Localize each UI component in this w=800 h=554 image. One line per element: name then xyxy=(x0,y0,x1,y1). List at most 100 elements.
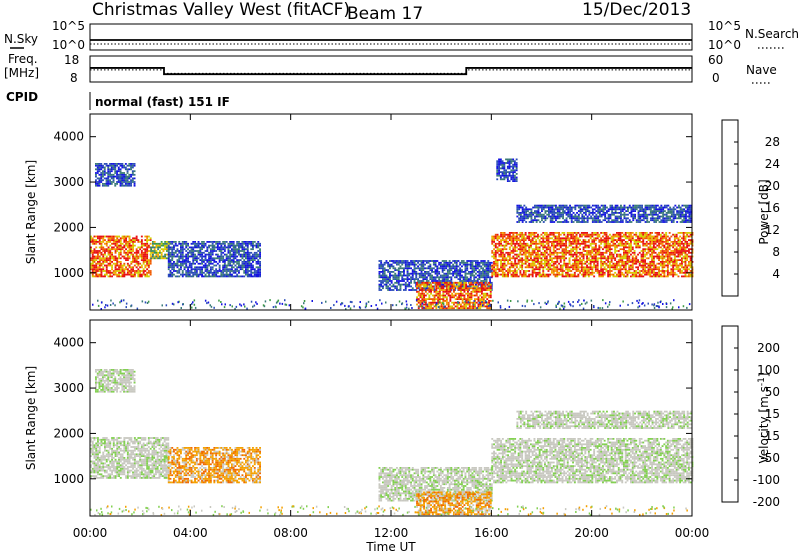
echo-cell xyxy=(255,271,258,274)
echo-cell xyxy=(591,266,594,269)
echo-cell xyxy=(239,275,242,278)
echo-cell xyxy=(679,268,682,271)
echo-cell xyxy=(491,239,494,241)
echo-cell xyxy=(167,261,170,263)
echo-cell xyxy=(132,257,134,260)
echo-cell xyxy=(483,261,486,264)
echo-cell xyxy=(464,261,467,264)
echo-cell xyxy=(645,253,648,256)
echo-cell xyxy=(551,264,553,267)
echo-cell xyxy=(428,296,431,299)
echo-cell xyxy=(530,239,532,241)
echo-cell xyxy=(633,233,636,236)
echo-cell xyxy=(531,275,534,278)
echo-cell xyxy=(459,274,462,277)
echo-cell xyxy=(130,268,133,271)
echo-cell xyxy=(162,242,165,245)
echo-cell xyxy=(479,290,482,293)
echo-cell xyxy=(213,248,216,251)
echo-cell xyxy=(573,257,576,260)
echo-cell xyxy=(144,242,147,245)
echo-cell xyxy=(435,307,438,310)
echo-cell xyxy=(616,253,618,256)
echo-cell xyxy=(96,177,99,180)
echo-cell xyxy=(98,257,101,260)
power-echo-cells xyxy=(90,158,694,311)
echo-cell xyxy=(445,278,448,280)
echo-cell xyxy=(125,273,127,276)
echo-cell xyxy=(126,257,129,260)
echo-cell xyxy=(507,262,509,265)
echo-cell xyxy=(623,250,625,252)
echo-cell xyxy=(482,287,485,290)
echo-cell xyxy=(410,263,412,266)
echo-cell xyxy=(621,271,624,274)
echo-cell xyxy=(195,242,198,245)
echo-cell xyxy=(107,251,110,254)
echo-cell xyxy=(201,241,203,243)
echo-cell xyxy=(487,263,490,266)
echo-cell xyxy=(463,294,466,297)
echo-cell xyxy=(118,273,120,276)
echo-cell xyxy=(519,261,522,263)
echo-cell xyxy=(119,172,122,174)
echo-cell xyxy=(556,241,559,243)
echo-cell xyxy=(586,268,588,271)
echo-cell xyxy=(130,166,132,169)
echo-cell xyxy=(142,268,145,271)
echo-cell xyxy=(582,250,585,252)
echo-cell xyxy=(598,251,601,254)
echo-cell xyxy=(668,271,671,274)
echo-cell xyxy=(489,261,491,264)
echo-cell xyxy=(125,235,127,238)
echo-cell xyxy=(580,273,583,276)
echo-cell xyxy=(432,260,435,262)
echo-cell xyxy=(149,242,152,245)
echo-cell xyxy=(135,239,138,241)
echo-cell xyxy=(239,268,242,271)
echo-cell xyxy=(545,275,548,278)
echo-cell xyxy=(415,260,418,262)
echo-cell xyxy=(614,275,617,278)
echo-cell xyxy=(549,264,552,267)
echo-cell xyxy=(418,263,421,266)
echo-cell xyxy=(478,271,481,273)
echo-cell xyxy=(100,181,103,183)
echo-cell xyxy=(587,266,590,269)
echo-cell xyxy=(580,264,583,267)
echo-cell xyxy=(519,259,522,261)
echo-cell xyxy=(146,255,149,258)
echo-cell xyxy=(149,239,152,241)
echo-cell xyxy=(651,257,653,260)
echo-cell xyxy=(475,261,477,264)
echo-cell xyxy=(410,278,412,280)
echo-cell xyxy=(640,259,643,261)
echo-cell xyxy=(661,271,664,274)
echo-cell xyxy=(654,237,657,240)
echo-cell xyxy=(133,177,136,180)
echo-cell xyxy=(485,265,488,268)
echo-cell xyxy=(90,239,92,241)
echo-cell xyxy=(418,276,421,279)
echo-cell xyxy=(413,260,416,262)
echo-cell xyxy=(537,261,539,263)
echo-cell xyxy=(146,239,149,241)
echo-cell xyxy=(223,241,226,243)
echo-cell xyxy=(493,241,495,243)
echo-cell xyxy=(587,251,590,254)
echo-cell xyxy=(387,271,390,273)
echo-cell xyxy=(470,294,473,297)
echo-cell xyxy=(97,253,99,256)
echo-cell xyxy=(605,270,608,272)
echo-cell xyxy=(584,253,587,256)
echo-cell xyxy=(146,273,149,276)
echo-cell xyxy=(630,268,632,271)
echo-cell xyxy=(462,280,465,282)
echo-cell xyxy=(241,264,244,267)
echo-cell xyxy=(468,292,471,295)
echo-cell xyxy=(215,241,218,243)
echo-cell xyxy=(130,175,132,178)
echo-cell xyxy=(582,233,585,236)
echo-cell xyxy=(491,255,494,258)
echo-cell xyxy=(255,261,258,263)
